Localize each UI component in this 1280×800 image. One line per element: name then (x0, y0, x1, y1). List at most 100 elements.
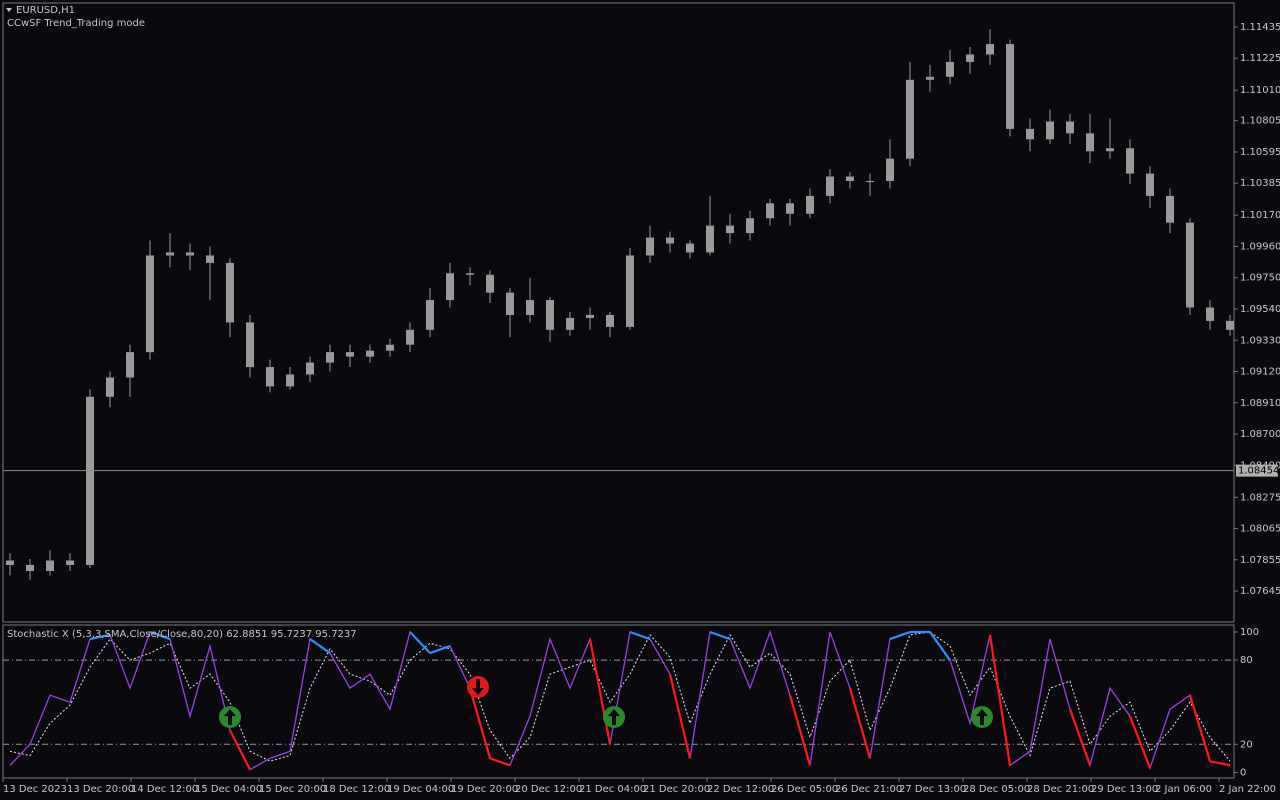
candle-body (606, 314, 614, 327)
candle-body (1026, 128, 1034, 140)
y-tick-label: 0 (1240, 767, 1246, 778)
y-tick-label: 1.11435 (1240, 22, 1280, 33)
stochastic-line (9, 631, 1231, 762)
symbol-label[interactable]: EURUSD,H1 (16, 5, 75, 16)
candle-body (246, 322, 254, 368)
candle-body (626, 255, 634, 327)
x-tick-label: 28 Dec 21:00 (1027, 784, 1094, 795)
x-tick-label: 20 Dec 12:00 (515, 784, 582, 795)
y-tick-label: 1.07645 (1240, 586, 1280, 597)
x-tick-label: 21 Dec 04:00 (579, 784, 646, 795)
stochastic-line (9, 629, 1231, 771)
candle-body (226, 262, 234, 323)
candle-body (46, 560, 54, 571)
y-tick-label: 1.08275 (1240, 492, 1280, 503)
candle-body (446, 273, 454, 301)
y-tick-label: 80 (1240, 655, 1253, 666)
stochastic-zone-segment (848, 687, 872, 759)
candle-body (886, 158, 894, 182)
stochastic-zone-segment (1209, 760, 1231, 767)
y-tick-label: 1.09960 (1240, 241, 1280, 252)
candle-body (946, 61, 954, 77)
x-tick-label: 2 Jan 06:00 (1155, 784, 1212, 795)
y-tick-label: 1.10805 (1240, 116, 1280, 127)
y-tick-label: 100 (1240, 627, 1259, 638)
stochastic-zone-segment (149, 630, 171, 641)
y-tick-label: 1.07855 (1240, 555, 1280, 566)
candle-body (586, 314, 594, 318)
candle-body (566, 317, 574, 330)
candle-body (486, 274, 494, 293)
candle-body (986, 44, 994, 55)
candle-body (106, 377, 114, 397)
candle-body (126, 352, 134, 378)
candle-body (1166, 195, 1174, 223)
stochastic-zone-segment (668, 673, 692, 759)
candle-body (686, 243, 694, 253)
stochastic-zone-segment (629, 630, 651, 641)
candle-body (86, 396, 94, 565)
candle-body (966, 54, 974, 62)
stochastic-zone-segment (409, 631, 431, 654)
candle-body (146, 255, 154, 353)
y-tick-label: 20 (1240, 739, 1253, 750)
y-tick-label: 1.10595 (1240, 147, 1280, 158)
stochastic-label: Stochastic X (5,3,3,SMA,Close/Close,80,2… (7, 629, 357, 640)
candle-body (166, 252, 174, 256)
y-tick-label: 1.08700 (1240, 429, 1280, 440)
x-tick-label: 13 Dec 2023 (3, 784, 67, 795)
stochastic-zone-segment (229, 729, 251, 771)
candle-body (306, 362, 314, 375)
y-tick-label: 1.11010 (1240, 85, 1280, 96)
y-tick-label: 1.09540 (1240, 304, 1280, 315)
y-tick-label: 1.11225 (1240, 53, 1280, 64)
buy-arrow-glyph (976, 709, 988, 725)
candle-body (346, 352, 354, 357)
buy-arrow-glyph (224, 709, 236, 725)
y-tick-label: 1.10385 (1240, 178, 1280, 189)
stochastic-zone-segment (929, 631, 951, 661)
candle-body (726, 225, 734, 234)
sell-arrow-glyph (472, 679, 484, 695)
candle-body (66, 560, 74, 565)
candle-body (526, 300, 534, 315)
stochastic-zone-segment (1068, 708, 1092, 766)
x-tick-label: 22 Dec 12:00 (707, 784, 774, 795)
stochastic-zone-segment (889, 630, 911, 641)
candle-body (286, 374, 294, 387)
candle-body (366, 350, 374, 357)
symbol-menu-arrow[interactable] (6, 8, 12, 12)
candle-body (806, 195, 814, 214)
candle-body (1146, 173, 1154, 196)
candle-body (1086, 133, 1094, 152)
x-tick-label: 14 Dec 12:00 (131, 784, 198, 795)
candle-body (746, 218, 754, 234)
candle-body (706, 225, 714, 253)
candle-body (786, 203, 794, 214)
current-price-box (1236, 464, 1278, 477)
current-price-label: 1.08454 (1238, 466, 1279, 477)
stochastic-zone-segment (788, 694, 812, 766)
y-tick-label: 1.08065 (1240, 524, 1280, 535)
stochastic-zone-segment (89, 633, 111, 641)
stochastic-zone-segment (429, 645, 451, 655)
candle-body (846, 176, 854, 182)
candle-body (866, 181, 874, 183)
candle-body (506, 292, 514, 315)
candle-body (466, 273, 474, 275)
y-tick-label: 1.08910 (1240, 398, 1280, 409)
y-tick-label: 1.09330 (1240, 335, 1280, 346)
candle-body (6, 560, 14, 565)
x-tick-label: 26 Dec 21:00 (835, 784, 902, 795)
stochastic-zone-segment (1188, 694, 1212, 762)
x-tick-label: 19 Dec 04:00 (387, 784, 454, 795)
x-tick-label: 15 Dec 20:00 (259, 784, 326, 795)
candle-body (646, 237, 654, 256)
candle-body (926, 76, 934, 80)
stochastic-zone-segment (1128, 715, 1152, 769)
candle-body (386, 344, 394, 351)
x-tick-label: 15 Dec 04:00 (195, 784, 262, 795)
